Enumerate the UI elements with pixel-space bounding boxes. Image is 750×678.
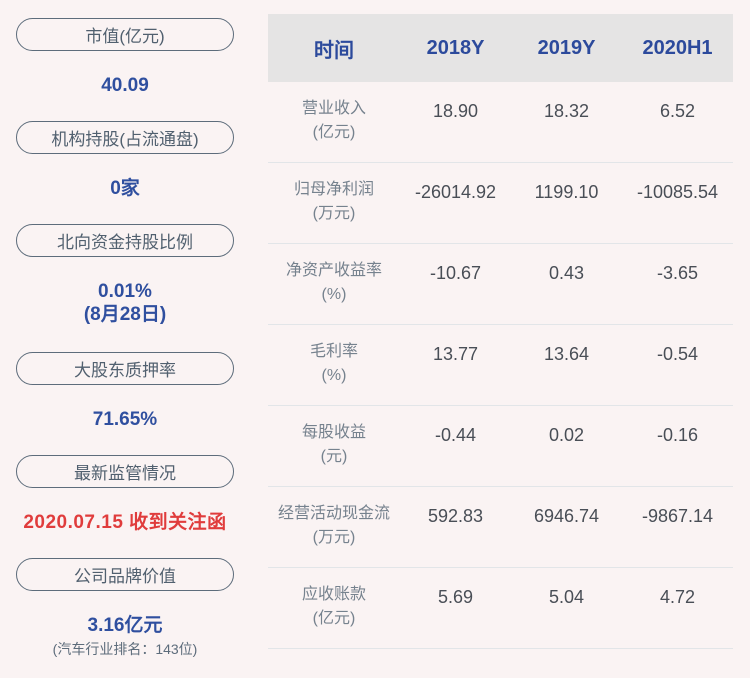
cell-2020h1: -9867.14 (641, 506, 714, 526)
brand-value-pill[interactable]: 公司品牌价值 (16, 558, 234, 591)
row-metric-name: 每股收益 (301, 424, 366, 441)
cell-2020h1: -0.16 (656, 425, 699, 445)
table-row-revenue: 营业收入 (亿元) 18.90 18.32 6.52 (268, 82, 733, 163)
header-2019y: 2019Y (537, 36, 596, 59)
row-label: 应收账款 (亿元) (268, 568, 400, 631)
northbound-holding-percent: 0.01% (98, 281, 152, 302)
cell-2020h1: -0.54 (656, 344, 699, 364)
cell-2018: 13.77 (432, 344, 479, 364)
row-metric-name: 毛利率 (309, 343, 358, 360)
market-cap-pill[interactable]: 市值(亿元) (16, 18, 234, 51)
table-row-operating-cash-flow: 经营活动现金流 (万元) 592.83 6946.74 -9867.14 (268, 487, 733, 568)
metric-market-cap: 市值(亿元) 40.09 (0, 18, 250, 121)
row-metric-name: 归母净利润 (293, 181, 374, 198)
cell-2019: 5.04 (548, 587, 585, 607)
northbound-holding-date: (8月28日) (83, 304, 167, 325)
row-label: 毛利率 (%) (268, 325, 400, 388)
cell-2019: 0.02 (548, 425, 585, 445)
row-label: 营业收入 (亿元) (268, 82, 400, 145)
brand-value-label: 公司品牌价值 (74, 567, 176, 586)
cell-2018: -0.44 (434, 425, 477, 445)
row-label: 净资产收益率 (%) (268, 244, 400, 307)
row-label: 经营活动现金流 (万元) (268, 487, 400, 550)
cell-2019: 18.32 (543, 101, 590, 121)
northbound-holding-label: 北向资金持股比例 (57, 233, 193, 252)
row-metric-unit: (%) (321, 286, 347, 303)
cell-2020h1: -10085.54 (636, 182, 719, 202)
cell-2019: 1199.10 (534, 182, 599, 202)
brand-value-amount: 3.16亿元 (87, 615, 163, 636)
cell-2020h1: 6.52 (659, 101, 696, 121)
major-shareholder-pledge-label: 大股东质押率 (74, 361, 176, 380)
header-time: 时间 (314, 39, 354, 62)
institutional-holding-pill[interactable]: 机构持股(占流通盘) (16, 121, 234, 154)
latest-regulation-pill[interactable]: 最新监管情况 (16, 455, 234, 488)
row-metric-name: 经营活动现金流 (277, 505, 390, 522)
row-metric-unit: (万元) (312, 205, 356, 222)
institutional-holding-label: 机构持股(占流通盘) (51, 130, 199, 149)
cell-2018: -10.67 (429, 263, 482, 283)
row-metric-name: 净资产收益率 (285, 262, 382, 279)
financials-table: 时间 2018Y 2019Y 2020H1 营业收入 (亿元) 18.90 18… (268, 14, 733, 678)
latest-regulation-label: 最新监管情况 (74, 464, 176, 483)
metric-major-shareholder-pledge: 大股东质押率 71.65% (0, 352, 250, 455)
table-row-accounts-receivable: 应收账款 (亿元) 5.69 5.04 4.72 (268, 568, 733, 649)
latest-regulation-value: 2020.07.15 收到关注函 (23, 512, 227, 533)
row-metric-unit: (亿元) (312, 610, 356, 627)
header-2020h1: 2020H1 (642, 36, 713, 59)
cell-2018: -26014.92 (414, 182, 497, 202)
major-shareholder-pledge-pill[interactable]: 大股东质押率 (16, 352, 234, 385)
brand-value-rank-note: (汽车行业排名：143位) (52, 641, 198, 657)
row-metric-name: 应收账款 (301, 586, 366, 603)
northbound-holding-pill[interactable]: 北向资金持股比例 (16, 224, 234, 257)
cell-2020h1: -3.65 (656, 263, 699, 283)
institutional-holding-value: 0家 (110, 178, 140, 199)
row-metric-unit: (%) (321, 367, 347, 384)
row-metric-unit: (万元) (312, 529, 356, 546)
metric-northbound-holding: 北向资金持股比例 0.01% (8月28日) (0, 224, 250, 352)
cell-2019: 6946.74 (533, 506, 600, 526)
metric-institutional-holding: 机构持股(占流通盘) 0家 (0, 121, 250, 224)
cell-2018: 18.90 (432, 101, 479, 121)
market-cap-label: 市值(亿元) (85, 27, 165, 46)
header-2018y: 2018Y (426, 36, 485, 59)
table-row-gross-margin: 毛利率 (%) 13.77 13.64 -0.54 (268, 325, 733, 406)
cell-2018: 592.83 (427, 506, 484, 526)
row-label: 每股收益 (元) (268, 406, 400, 469)
northbound-holding-value: 0.01% (8月28日) (84, 280, 166, 326)
cell-2020h1: 4.72 (659, 587, 696, 607)
cell-2019: 13.64 (543, 344, 590, 364)
table-row-eps: 每股收益 (元) -0.44 0.02 -0.16 (268, 406, 733, 487)
metric-brand-value: 公司品牌价值 3.16亿元 (汽车行业排名：143位) (0, 558, 250, 669)
row-metric-unit: (元) (320, 448, 348, 465)
table-row-net-profit: 归母净利润 (万元) -26014.92 1199.10 -10085.54 (268, 163, 733, 244)
sidebar: 市值(亿元) 40.09 机构持股(占流通盘) 0家 北向资金持股比例 0.01… (0, 0, 250, 678)
table-row-roe: 净资产收益率 (%) -10.67 0.43 -3.65 (268, 244, 733, 325)
cell-2019: 0.43 (548, 263, 585, 283)
metric-latest-regulation: 最新监管情况 2020.07.15 收到关注函 (0, 455, 250, 558)
table-header-row: 时间 2018Y 2019Y 2020H1 (268, 14, 733, 82)
market-cap-value: 40.09 (101, 75, 149, 96)
row-label: 归母净利润 (万元) (268, 163, 400, 226)
row-metric-name: 营业收入 (301, 100, 366, 117)
major-shareholder-pledge-value: 71.65% (92, 409, 158, 430)
cell-2018: 5.69 (437, 587, 474, 607)
row-metric-unit: (亿元) (312, 124, 356, 141)
